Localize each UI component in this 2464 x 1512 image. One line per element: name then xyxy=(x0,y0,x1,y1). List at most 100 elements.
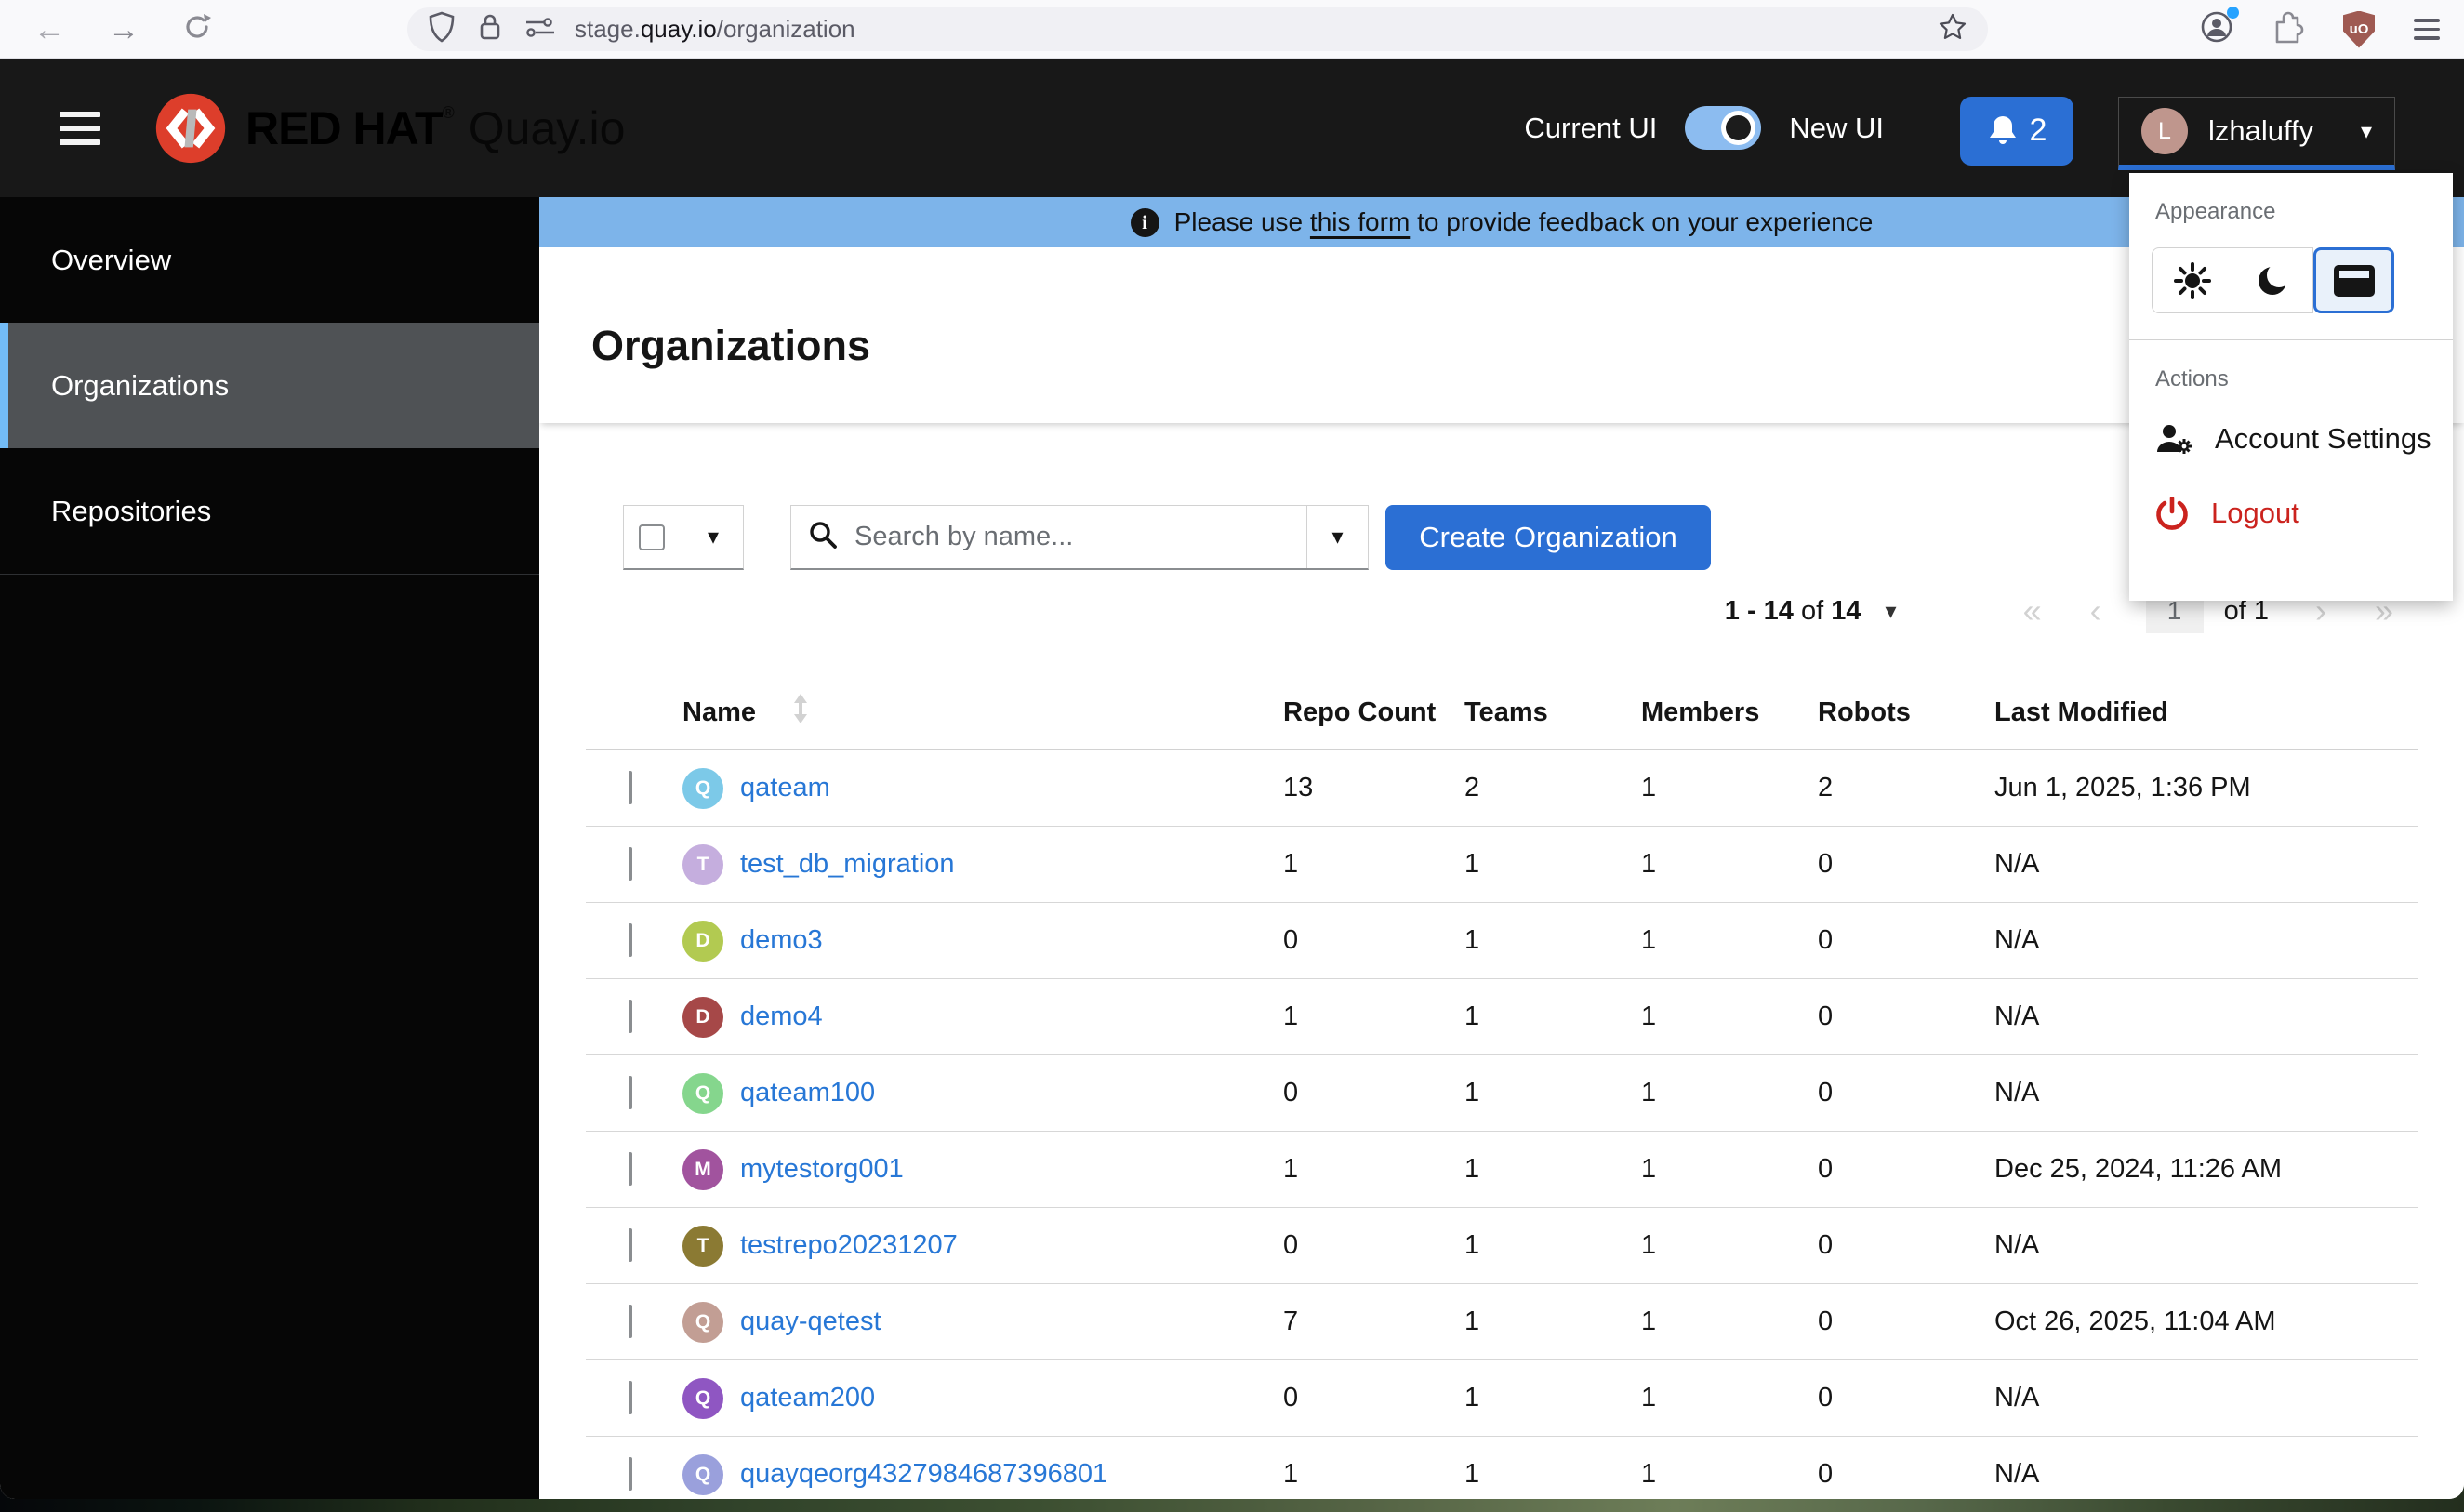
bulk-select-checkbox[interactable] xyxy=(639,524,665,550)
org-avatar: D xyxy=(682,921,723,962)
org-link[interactable]: mytestorg001 xyxy=(740,1154,904,1185)
sidebar-item-overview[interactable]: Overview xyxy=(0,197,539,323)
bulk-select-dropdown[interactable]: ▾ xyxy=(623,505,744,570)
teams-cell: 1 xyxy=(1464,849,1641,880)
row-checkbox[interactable] xyxy=(629,1076,632,1109)
org-link[interactable]: quayqeorg4327984687396801 xyxy=(740,1459,1107,1490)
theme-dark-button[interactable] xyxy=(2232,247,2313,313)
last-modified-cell: N/A xyxy=(1994,1383,2418,1413)
row-checkbox[interactable] xyxy=(629,1381,632,1414)
url-bar[interactable]: stage.quay.io/organization xyxy=(407,7,1988,51)
repo-count-cell: 0 xyxy=(1283,1383,1464,1413)
logout-item[interactable]: Logout xyxy=(2129,476,2453,550)
notifications-button[interactable]: 2 xyxy=(1960,97,2073,166)
org-link[interactable]: demo3 xyxy=(740,925,823,956)
chevron-down-icon[interactable]: ▾ xyxy=(1886,598,1897,625)
org-link[interactable]: quay-qetest xyxy=(740,1306,881,1337)
lock-icon[interactable] xyxy=(478,12,502,46)
robots-cell: 0 xyxy=(1818,1230,1994,1261)
browser-forward-icon[interactable]: → xyxy=(108,14,139,46)
org-avatar: M xyxy=(682,1149,723,1190)
info-icon: i xyxy=(1131,208,1159,237)
nav-toggle-icon[interactable] xyxy=(60,112,100,145)
appearance-segmented-control xyxy=(2152,247,2394,313)
theme-system-button[interactable] xyxy=(2313,247,2394,313)
row-checkbox[interactable] xyxy=(629,1305,632,1338)
search-filter-dropdown[interactable]: ▾ xyxy=(1306,506,1368,568)
table-header-row: Name Repo Count Teams Members Robots Las… xyxy=(586,676,2418,750)
permissions-icon[interactable] xyxy=(524,14,554,45)
table-row: Qqateam1000110N/A xyxy=(586,1055,2418,1132)
repo-count-cell: 0 xyxy=(1283,1078,1464,1108)
prev-page-button[interactable]: ‹ xyxy=(2066,591,2126,630)
repo-count-cell: 0 xyxy=(1283,925,1464,956)
browser-back-icon[interactable]: ← xyxy=(33,14,65,46)
row-checkbox[interactable] xyxy=(629,847,632,881)
quay-logo-icon xyxy=(154,92,227,165)
sidebar-item-organizations[interactable]: Organizations xyxy=(0,323,539,448)
row-checkbox[interactable] xyxy=(629,1457,632,1491)
create-organization-button[interactable]: Create Organization xyxy=(1385,505,1711,570)
robots-cell: 0 xyxy=(1818,1306,1994,1337)
browser-reload-icon[interactable] xyxy=(182,12,212,46)
row-checkbox[interactable] xyxy=(629,1152,632,1186)
feedback-form-link[interactable]: this form xyxy=(1310,207,1410,236)
table-row: Ddemo41110N/A xyxy=(586,979,2418,1055)
members-cell: 1 xyxy=(1641,1154,1818,1185)
last-modified-cell: N/A xyxy=(1994,849,2418,880)
browser-menu-icon[interactable] xyxy=(2414,19,2440,40)
members-cell: 1 xyxy=(1641,773,1818,803)
last-modified-cell: N/A xyxy=(1994,1001,2418,1032)
teams-cell: 1 xyxy=(1464,1459,1641,1490)
robots-cell: 0 xyxy=(1818,1001,1994,1032)
row-checkbox[interactable] xyxy=(629,923,632,957)
column-header-name[interactable]: Name xyxy=(669,693,1283,732)
row-checkbox[interactable] xyxy=(629,1228,632,1262)
org-link[interactable]: testrepo20231207 xyxy=(740,1230,958,1261)
brand[interactable]: RED HAT® Quay.io xyxy=(154,92,625,165)
teams-cell: 2 xyxy=(1464,773,1641,803)
bookmark-star-icon[interactable] xyxy=(1938,12,1967,46)
repo-count-cell: 1 xyxy=(1283,1001,1464,1032)
org-avatar: T xyxy=(682,844,723,885)
repo-count-cell: 7 xyxy=(1283,1306,1464,1337)
ui-version-toggle[interactable] xyxy=(1685,106,1761,150)
extensions-icon[interactable] xyxy=(2272,10,2304,48)
org-link[interactable]: qateam100 xyxy=(740,1078,875,1108)
column-header-last-modified: Last Modified xyxy=(1994,697,2418,728)
firefox-account-icon[interactable] xyxy=(2200,10,2233,48)
search-box: ▾ xyxy=(790,505,1369,570)
pagination-range[interactable]: 1 - 14 of 14 xyxy=(1725,596,1861,627)
first-page-button[interactable]: « xyxy=(1999,591,2066,630)
org-link[interactable]: qateam xyxy=(740,773,830,803)
brand-redhat-text: RED HAT® xyxy=(245,101,454,155)
row-checkbox[interactable] xyxy=(629,1000,632,1033)
device-icon xyxy=(2334,265,2375,297)
ublock-shield-icon[interactable]: uO xyxy=(2343,11,2375,48)
account-settings-item[interactable]: Account Settings xyxy=(2129,402,2453,476)
search-icon xyxy=(808,520,838,554)
sort-icon[interactable] xyxy=(791,693,810,732)
search-input[interactable] xyxy=(854,522,1306,552)
org-avatar: Q xyxy=(682,1454,723,1495)
members-cell: 1 xyxy=(1641,1078,1818,1108)
power-icon xyxy=(2155,497,2189,530)
repo-count-cell: 1 xyxy=(1283,849,1464,880)
user-menu-button[interactable]: L lzhaluffy ▾ xyxy=(2118,97,2395,170)
account-notification-dot xyxy=(2227,7,2239,19)
chevron-down-icon: ▾ xyxy=(2361,118,2372,145)
organizations-table: Name Repo Count Teams Members Robots Las… xyxy=(586,676,2418,1499)
org-link[interactable]: qateam200 xyxy=(740,1383,875,1413)
org-link[interactable]: demo4 xyxy=(740,1001,823,1032)
org-link[interactable]: test_db_migration xyxy=(740,849,955,880)
table-row: Ttestrepo202312070110N/A xyxy=(586,1208,2418,1284)
bell-icon xyxy=(1987,113,2019,149)
masthead: RED HAT® Quay.io Current UI New UI 2 L l… xyxy=(0,59,2464,197)
chevron-down-icon: ▾ xyxy=(708,524,719,550)
url-text[interactable]: stage.quay.io/organization xyxy=(575,15,1938,44)
brand-product-text: Quay.io xyxy=(469,101,626,155)
tracking-shield-icon[interactable] xyxy=(428,11,456,47)
sidebar-item-repositories[interactable]: Repositories xyxy=(0,448,539,574)
theme-light-button[interactable] xyxy=(2152,247,2232,313)
row-checkbox[interactable] xyxy=(629,771,632,804)
